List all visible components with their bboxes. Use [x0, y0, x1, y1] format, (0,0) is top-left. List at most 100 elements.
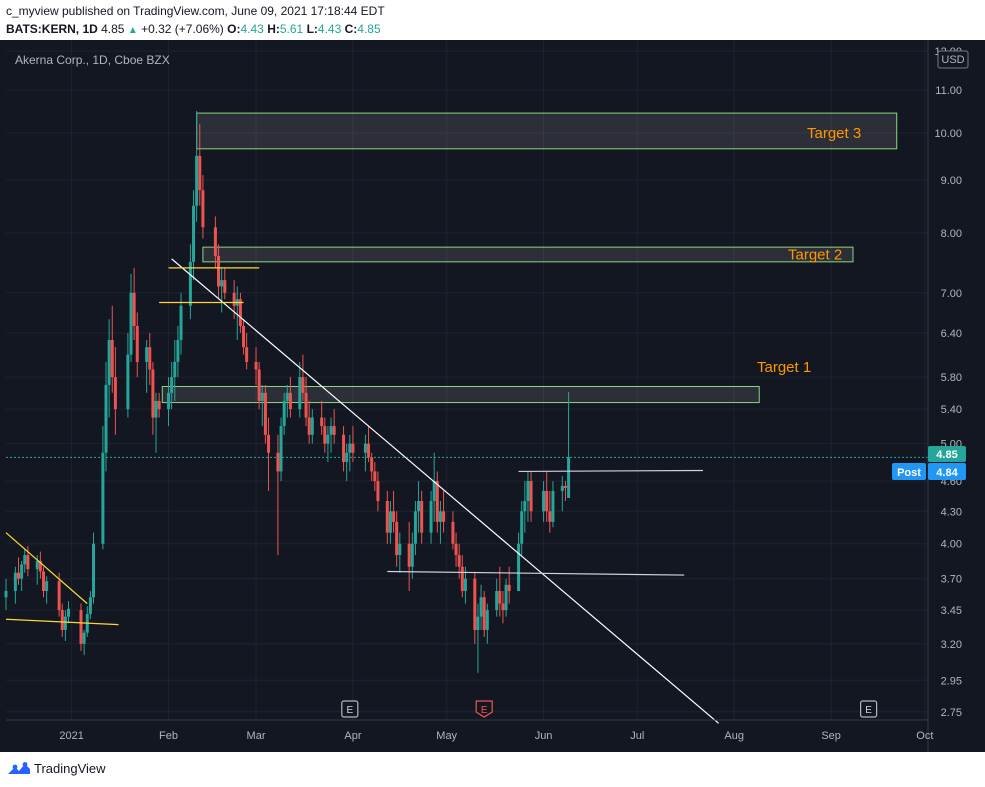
candle-body: [151, 369, 155, 418]
candle-body: [482, 597, 486, 631]
candle-body: [285, 392, 289, 401]
candle: [326, 426, 330, 462]
close-label: C:: [344, 22, 358, 36]
post-label-text: Post: [897, 467, 921, 479]
candle-body: [298, 377, 302, 410]
candle: [154, 392, 158, 453]
candle: [320, 400, 324, 435]
candle-body: [110, 340, 114, 378]
candle: [301, 354, 305, 401]
candle-body: [223, 280, 227, 293]
level-line: [518, 469, 703, 473]
y-tick-label: 5.80: [941, 372, 962, 384]
candle: [351, 426, 355, 462]
candle: [126, 332, 130, 418]
candle-body: [463, 578, 467, 591]
candle: [342, 426, 346, 472]
candle-body: [485, 610, 489, 631]
candle: [542, 481, 546, 522]
y-tick-label: 2.95: [941, 675, 962, 687]
candle-body: [410, 543, 414, 567]
candle: [279, 417, 283, 482]
y-tick-label: 8.00: [941, 228, 962, 240]
chart-title: Akerna Corp., 1D, Cboe BZX: [15, 53, 170, 67]
candle: [170, 361, 174, 410]
currency-box[interactable]: USD: [937, 50, 969, 69]
candle: [129, 273, 133, 362]
candle-body: [179, 305, 183, 341]
candle-body: [173, 361, 177, 378]
candle: [195, 110, 199, 222]
candle-body: [363, 443, 367, 453]
last-price-badge-text: 4.85: [936, 449, 957, 461]
candle-body: [57, 581, 61, 611]
low-value: 4.43: [317, 22, 342, 36]
target-zone: [161, 385, 760, 404]
candle-body: [435, 481, 439, 522]
candle: [517, 532, 521, 591]
candle: [482, 590, 486, 637]
candle-body: [507, 584, 511, 591]
candle: [420, 490, 424, 544]
candle-body: [348, 443, 352, 453]
x-tick-label: Aug: [724, 730, 744, 742]
candle: [176, 326, 180, 378]
candle: [132, 267, 136, 341]
candle: [104, 361, 108, 472]
x-tick-label: Jun: [535, 730, 553, 742]
candle: [23, 549, 27, 573]
earnings-marker-label: E: [865, 705, 872, 716]
candle: [479, 584, 483, 631]
candle-body: [307, 417, 311, 435]
price-chart[interactable]: Target 3 Target 2 Target 1 E E E 2.75 2.95 3.2…: [0, 40, 985, 752]
y-tick-label: 4.00: [941, 539, 962, 551]
candle-body: [551, 490, 555, 522]
candle-body: [413, 511, 417, 544]
candle-body: [167, 392, 171, 410]
candle-body: [135, 326, 139, 362]
candle-body: [188, 261, 192, 306]
candle-body: [526, 481, 530, 502]
candle-body: [329, 426, 333, 435]
candle-body: [17, 572, 21, 579]
candle: [63, 610, 67, 642]
candle: [501, 590, 505, 624]
candle: [442, 490, 446, 533]
x-tick-label: Jul: [630, 730, 644, 742]
candle-body: [170, 377, 174, 393]
candle: [92, 532, 96, 604]
high-value: 5.61: [279, 22, 304, 36]
candle-body: [323, 426, 327, 444]
open-label: O:: [227, 22, 241, 36]
candle-body: [154, 400, 158, 418]
tradingview-brand[interactable]: TradingView: [34, 761, 106, 776]
candle: [198, 123, 202, 206]
y-tick-label: 3.70: [941, 574, 962, 586]
candle-body: [342, 434, 346, 462]
target-label: Target 3: [807, 125, 861, 142]
candle-body: [457, 555, 461, 567]
candle: [282, 392, 286, 435]
candle-body: [201, 190, 205, 228]
time-axis[interactable]: 2021 Feb Mar Apr May Jun Jul Aug Sep Oct: [59, 730, 933, 742]
candle: [526, 471, 530, 522]
candle: [307, 400, 311, 444]
candle: [563, 481, 567, 502]
candle-body: [245, 347, 249, 362]
candle: [476, 603, 480, 673]
level-line: [387, 570, 685, 576]
candle: [495, 578, 499, 617]
candle-body: [198, 155, 202, 191]
candle: [42, 566, 46, 598]
candle-body: [351, 443, 355, 453]
candle-body: [232, 292, 236, 306]
candle-body: [192, 205, 196, 262]
candle-body: [145, 347, 149, 362]
candle-body: [376, 481, 380, 502]
candle-body: [242, 326, 246, 348]
candle: [151, 361, 155, 435]
candle: [398, 532, 402, 573]
candle-body: [113, 377, 117, 410]
candle-body: [373, 471, 377, 482]
candle-body: [45, 581, 49, 591]
